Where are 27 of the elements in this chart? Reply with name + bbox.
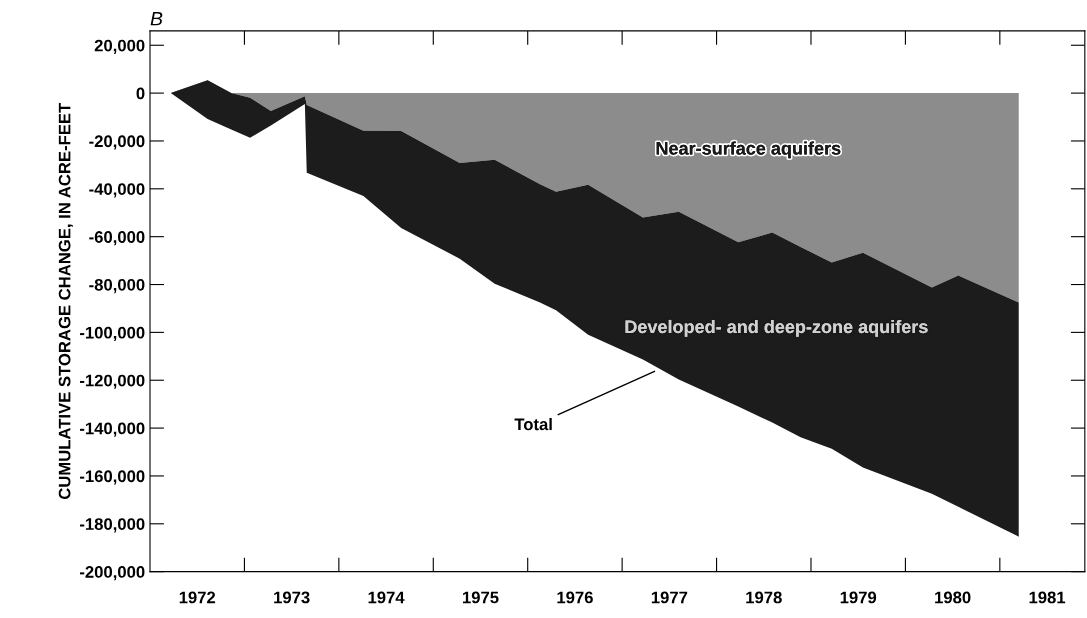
y-tick-label: -160,000: [80, 470, 145, 485]
y-axis-title: CUMULATIVE STORAGE CHANGE, IN ACRE-FEET: [58, 102, 73, 500]
y-tick-label: -60,000: [89, 231, 145, 246]
x-tick-label: 1981: [1029, 591, 1066, 604]
y-tick-label: -100,000: [80, 326, 145, 341]
x-tick-label: 1972: [179, 591, 216, 604]
y-tick-label: -200,000: [80, 566, 145, 581]
series-label: Developed- and deep-zone aquifers: [625, 319, 928, 337]
x-tick-label: 1975: [463, 591, 499, 604]
y-tick-label: 20,000: [94, 39, 145, 54]
y-tick-label: -80,000: [89, 278, 145, 294]
y-tick-label: -20,000: [89, 135, 145, 150]
x-tick-label: 1974: [368, 591, 405, 604]
x-tick-label: 1976: [557, 591, 593, 604]
series-label: Near-surface aquifers: [656, 141, 841, 159]
y-tick-label: -40,000: [89, 183, 145, 198]
chart-title: B: [150, 11, 163, 26]
x-tick-label: 1978: [746, 591, 782, 604]
y-tick-label: 0: [136, 87, 145, 100]
y-tick-label: -180,000: [80, 518, 145, 533]
x-tick-label: 1979: [840, 591, 877, 604]
annotation: Total: [514, 417, 552, 431]
x-tick-label: 1973: [274, 591, 310, 604]
y-tick-label: -120,000: [80, 374, 145, 389]
x-tick-label: 1977: [651, 591, 688, 604]
y-tick-label: -140,000: [80, 422, 145, 437]
x-tick-label: 1980: [935, 591, 971, 604]
